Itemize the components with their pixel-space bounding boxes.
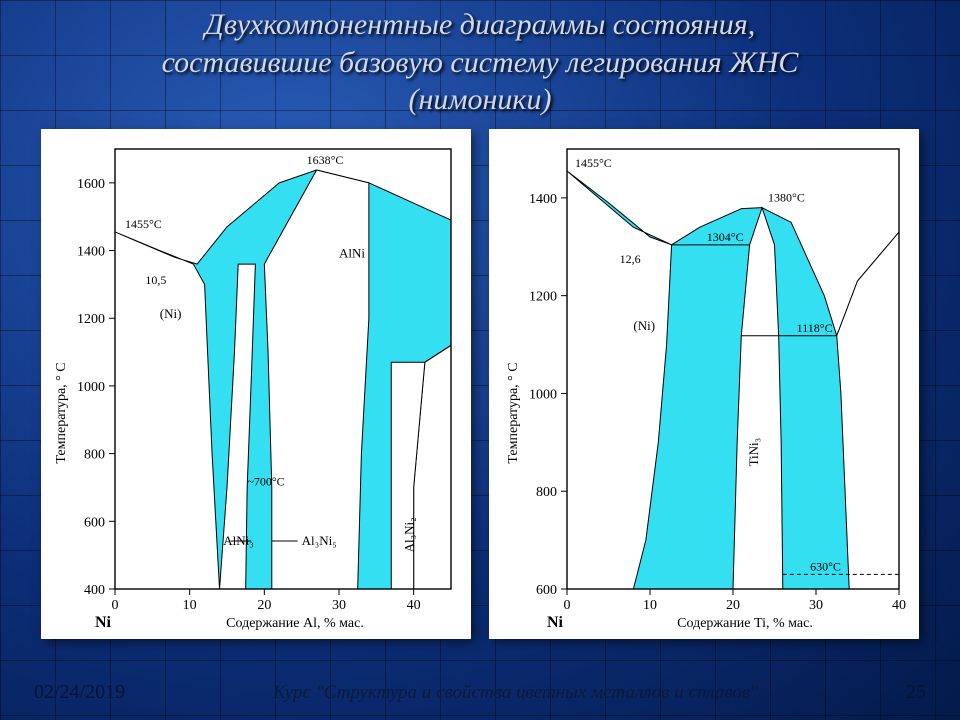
svg-text:(Ni): (Ni) — [160, 306, 182, 321]
svg-text:1400: 1400 — [77, 244, 105, 259]
svg-text:1304°С: 1304°С — [707, 229, 744, 243]
title-line-2: составившие базовую систему легирования … — [30, 44, 930, 82]
svg-text:400: 400 — [84, 583, 105, 598]
svg-text:10,5: 10,5 — [145, 273, 166, 287]
svg-text:AlNi: AlNi — [339, 245, 365, 260]
footer: 02/24/2019 Курс "Структура и свойства цв… — [0, 681, 960, 704]
svg-text:30: 30 — [332, 598, 346, 613]
svg-text:1000: 1000 — [77, 379, 105, 394]
svg-text:1600: 1600 — [77, 176, 105, 191]
svg-text:TiNi₃: TiNi₃ — [746, 437, 761, 466]
svg-text:1455°С: 1455°С — [125, 216, 162, 230]
svg-text:800: 800 — [84, 447, 105, 462]
svg-text:10: 10 — [183, 598, 197, 613]
svg-text:12,6: 12,6 — [620, 251, 641, 265]
charts-row: 010203040Содержание Al, % мас.Ni40060080… — [0, 119, 960, 639]
svg-text:1000: 1000 — [529, 387, 557, 402]
svg-text:30: 30 — [809, 598, 823, 613]
svg-text:800: 800 — [536, 485, 557, 500]
right-phase-diagram: 1304°С 1118°С 630°С 0 10 20 30 40 Содержание Ti,… — [489, 129, 919, 639]
left-phase-diagram: 0 10 20 30 40 Содержание Al, % мас. Ni 400 600 80… — [41, 129, 471, 639]
footer-date: 02/24/2019 — [34, 681, 125, 704]
footer-page: 25 — [906, 681, 926, 704]
svg-text:Содержание Al, % мас.: Содержание Al, % мас. — [226, 616, 364, 631]
svg-text:(Ni): (Ni) — [633, 317, 655, 332]
slide-title: Двухкомпонентные диаграммы состояния, со… — [0, 0, 960, 119]
svg-text:630°С: 630°С — [810, 559, 841, 573]
svg-text:1118°С: 1118°С — [797, 320, 833, 334]
svg-text:1400: 1400 — [529, 191, 557, 206]
svg-text:20: 20 — [257, 598, 271, 613]
svg-text:10: 10 — [643, 598, 657, 613]
svg-text:Температура, ° C: Температура, ° C — [506, 362, 521, 463]
svg-text:1200: 1200 — [529, 289, 557, 304]
svg-text:1200: 1200 — [77, 312, 105, 327]
footer-course: Курс "Структура и свойства цветных метал… — [125, 682, 906, 704]
svg-text:Ni: Ni — [95, 614, 112, 631]
svg-text:20: 20 — [726, 598, 740, 613]
svg-text:~700°С: ~700°С — [247, 474, 284, 488]
svg-text:Al₃Ni₅: Al₃Ni₅ — [302, 533, 337, 548]
svg-text:40: 40 — [407, 598, 421, 613]
svg-text:Al₃Ni₂: Al₃Ni₂ — [402, 517, 417, 552]
svg-text:Содержание Ti, % мас.: Содержание Ti, % мас. — [677, 616, 813, 631]
svg-text:0: 0 — [112, 598, 119, 613]
svg-text:0: 0 — [564, 598, 571, 613]
svg-text:1455°С: 1455°С — [575, 156, 612, 170]
title-line-3: (нимоники) — [30, 81, 930, 119]
svg-text:1638°С: 1638°С — [307, 152, 344, 166]
svg-text:40: 40 — [892, 598, 906, 613]
svg-text:600: 600 — [536, 583, 557, 598]
svg-text:Температура, ° C: Температура, ° C — [54, 362, 69, 463]
svg-text:600: 600 — [84, 515, 105, 530]
svg-text:Ni: Ni — [547, 614, 564, 631]
title-line-1: Двухкомпонентные диаграммы состояния, — [30, 6, 930, 44]
svg-text:1380°С: 1380°С — [768, 190, 805, 204]
